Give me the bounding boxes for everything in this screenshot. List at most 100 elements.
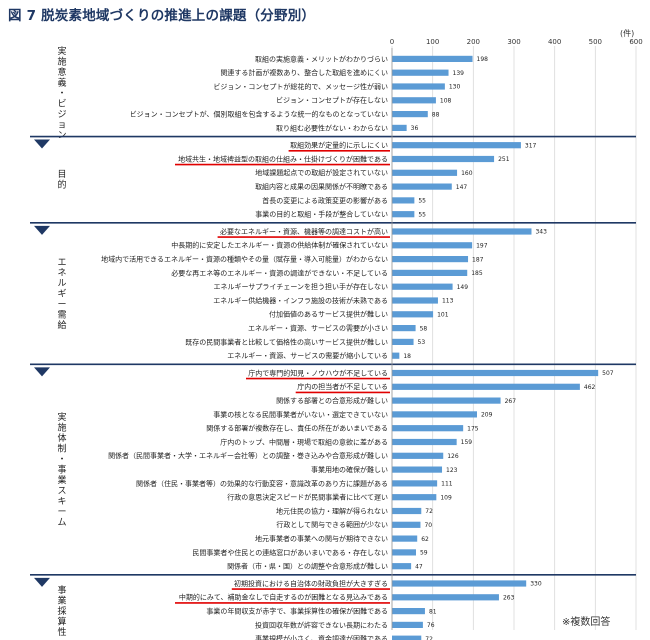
bar — [392, 608, 425, 614]
bar — [392, 97, 436, 103]
category-label: 既存の民間事業者と比較して価格性の高いサービス提供が難しい — [185, 337, 388, 346]
group-label: 実施体制・事業スキーム — [57, 411, 66, 528]
bar — [392, 270, 467, 276]
category-label: エネルギー・資源、サービスの需要が縮小している — [227, 351, 388, 360]
data-label: 197 — [476, 243, 488, 250]
bar — [392, 594, 499, 600]
group-label: エネルギー需給 — [57, 258, 66, 331]
bar — [392, 339, 414, 345]
footnote: ※複数回答 — [562, 613, 610, 628]
data-label: 198 — [477, 56, 489, 63]
category-label: 地元事業者の事業への関与が期待できない — [255, 534, 388, 543]
data-label: 160 — [461, 170, 473, 177]
bar — [392, 563, 411, 569]
data-label: 72 — [425, 508, 433, 515]
bar — [392, 228, 531, 234]
data-label: 108 — [440, 98, 452, 105]
bar — [392, 111, 428, 117]
data-label: 123 — [446, 467, 458, 474]
data-label: 55 — [418, 211, 426, 218]
bar — [392, 494, 436, 500]
data-label: 209 — [481, 412, 493, 419]
category-label: 取組の実施意義・メリットがわかりづらい — [255, 54, 388, 63]
category-label: ビジョン・コンセプトが、個別取組を包含するような統一的なものとなっていない — [130, 110, 388, 119]
bar — [392, 125, 407, 131]
bar — [392, 370, 598, 376]
category-label: ビジョン・コンセプトが総花的で、メッセージ性が弱い — [213, 82, 388, 91]
triangle-icon — [34, 226, 50, 235]
data-label: 113 — [442, 298, 454, 305]
x-tick-label: 100 — [426, 38, 439, 46]
bar — [392, 384, 580, 390]
bar — [392, 467, 442, 473]
bar — [392, 453, 443, 459]
category-label: 関係者（住民・事業者等）の効果的な行動変容・意識改革のあり方に課題がある — [136, 479, 388, 488]
triangle-icon — [34, 578, 50, 587]
data-label: 251 — [498, 156, 510, 163]
category-label: 庁内の担当者が不足している — [297, 382, 388, 391]
category-label: 事業規模が小さく、資金調達が困難である — [255, 634, 388, 640]
category-label: 中長期的に安定したエネルギー・資源の供給体制が確保されていない — [171, 241, 388, 250]
data-label: 149 — [457, 284, 469, 291]
bar — [392, 522, 420, 528]
data-label: 76 — [427, 622, 435, 629]
bar — [392, 622, 423, 628]
data-label: 130 — [449, 84, 461, 91]
data-label: 317 — [525, 142, 537, 149]
bar — [392, 636, 421, 640]
category-label: 事業用地の確保が難しい — [311, 465, 388, 474]
category-label: 関係する部署との合意形成が難しい — [276, 396, 388, 405]
category-label: エネルギーサプライチェーンを担う担い手が存在しない — [213, 282, 388, 291]
group-label: 目的 — [57, 169, 66, 191]
data-label: 72 — [425, 636, 433, 640]
data-label: 101 — [437, 312, 449, 319]
bar — [392, 56, 473, 62]
data-label: 47 — [415, 563, 423, 570]
triangle-icon — [34, 140, 50, 149]
data-label: 147 — [456, 184, 468, 191]
group-label: 実施意義・ビジョン — [57, 45, 66, 141]
data-label: 263 — [503, 595, 515, 602]
category-label: 中期的にみて、補助金なしで自走するのが困難となる見込みである — [179, 593, 388, 602]
data-label: 330 — [530, 581, 542, 588]
x-tick-label: 600 — [629, 38, 642, 46]
category-label: 地域課題起点での取組が設定されていない — [255, 168, 388, 177]
category-label: 首長の変更による政策変更の影響がある — [262, 196, 388, 205]
category-label: 取組内容と成果の因果関係が不明瞭である — [255, 182, 388, 191]
category-label: 付加価値のあるサービス提供が難しい — [269, 310, 388, 319]
category-label: 地域内で活用できるエネルギー・資源の種類やその量（賦存量・導入可能量）がわからな… — [101, 255, 388, 264]
triangle-icon — [34, 367, 50, 376]
category-label: 行政の意思決定スピードが民間事業者に比べて遅い — [227, 493, 388, 502]
bar — [392, 353, 399, 359]
bar — [392, 284, 453, 290]
category-label: 行政として関与できる範囲が少ない — [276, 520, 388, 529]
bar — [392, 425, 463, 431]
bar — [392, 480, 437, 486]
category-label: 事業の目的と取組・手段が整合していない — [255, 210, 388, 219]
bar — [392, 197, 414, 203]
data-label: 126 — [447, 453, 459, 460]
category-label: エネルギー供給機器・インフラ施設の技術が未熟である — [213, 296, 388, 305]
data-label: 507 — [602, 370, 614, 377]
category-label: 取り組む必要性がない・わからない — [276, 123, 388, 132]
category-label: ビジョン・コンセプトが存在しない — [276, 96, 388, 105]
bar — [392, 311, 433, 317]
category-label: 関係する部署が複数存在し、責任の所在があいまいである — [206, 424, 388, 433]
data-label: 53 — [418, 339, 426, 346]
category-label: 必要な再エネ等のエネルギー・資源の調達ができない・不足している — [171, 268, 388, 277]
bar — [392, 83, 445, 89]
data-label: 36 — [411, 125, 419, 132]
data-label: 187 — [472, 256, 484, 263]
bar — [392, 156, 494, 162]
x-tick-label: 400 — [548, 38, 561, 46]
bar — [392, 211, 414, 217]
bar — [392, 580, 526, 586]
data-label: 175 — [467, 425, 479, 432]
bar — [392, 70, 449, 76]
category-label: 地域共生・地域裨益型の取組の仕組み・仕掛けづくりが困難である — [178, 154, 388, 163]
data-label: 59 — [420, 550, 428, 557]
data-label: 58 — [420, 325, 428, 332]
bar — [392, 549, 416, 555]
bar — [392, 297, 438, 303]
